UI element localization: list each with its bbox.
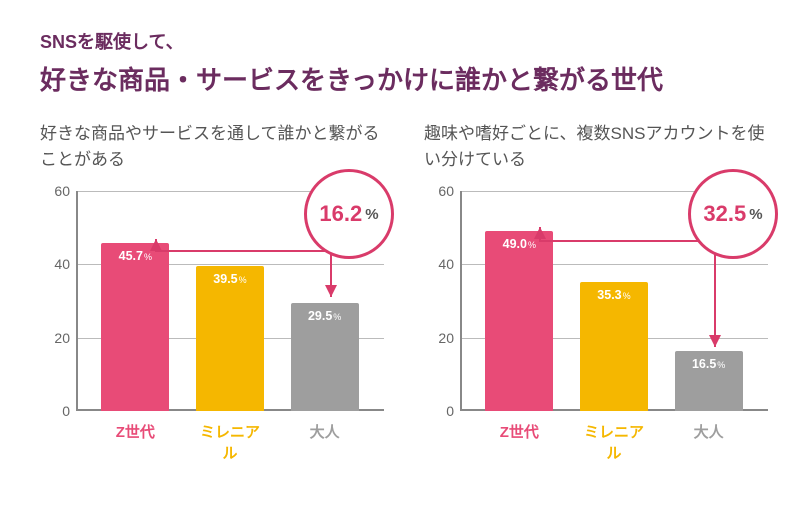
chart-area: 0204060 45.7%39.5%29.5% Z世代ミレニアル大人 16.2 … <box>40 191 384 441</box>
y-tick-label: 0 <box>424 403 454 419</box>
x-category-label: 大人 <box>673 415 745 441</box>
bar-value-label: 29.5% <box>291 309 359 323</box>
page-subtitle: SNSを駆使して、 <box>40 28 768 54</box>
chart-area: 0204060 49.0%35.3%16.5% Z世代ミレニアル大人 32.5 … <box>424 191 768 441</box>
callout-value: 16.2 <box>319 201 362 227</box>
callout-badge: 16.2 % <box>304 169 394 259</box>
x-category-label: Z世代 <box>483 415 555 441</box>
y-tick-label: 60 <box>424 183 454 199</box>
chart-caption: 好きな商品やサービスを通して誰かと繋がることがある <box>40 121 384 173</box>
callout-unit: % <box>365 206 378 223</box>
y-tick-label: 60 <box>40 183 70 199</box>
x-labels: Z世代ミレニアル大人 <box>460 415 768 441</box>
bar-value-label: 35.3% <box>580 288 648 302</box>
page-header: SNSを駆使して、 好きな商品・サービスをきっかけに誰かと繋がる世代 <box>40 28 768 97</box>
bar-rect: 16.5% <box>675 351 743 412</box>
bar-rect: 39.5% <box>196 266 264 411</box>
callout-value: 32.5 <box>703 201 746 227</box>
x-category-label: 大人 <box>289 415 361 441</box>
charts-row: 好きな商品やサービスを通して誰かと繋がることがある 0 20 40 60 45.7% 3… <box>40 121 768 441</box>
x-category-label: Z世代 <box>99 415 171 441</box>
chart-caption: 趣味や嗜好ごとに、複数SNSアカウントを使い分けている <box>424 121 768 173</box>
bar-value-label: 49.0% <box>485 237 553 251</box>
bar: 35.3% <box>578 282 650 411</box>
bar: 29.5% <box>289 303 361 411</box>
bar-rect: 29.5% <box>291 303 359 411</box>
bar: 16.5% <box>673 351 745 412</box>
y-tick-label: 0 <box>40 403 70 419</box>
bar: 45.7% <box>99 243 171 411</box>
bar-value-label: 45.7% <box>101 249 169 263</box>
bar-value-label: 39.5% <box>196 272 264 286</box>
bar-rect: 45.7% <box>101 243 169 411</box>
bar-rect: 49.0% <box>485 231 553 411</box>
callout-badge: 32.5 % <box>688 169 778 259</box>
bar: 39.5% <box>194 266 266 411</box>
x-category-label: ミレニアル <box>578 415 650 441</box>
page-title: 好きな商品・サービスをきっかけに誰かと繋がる世代 <box>40 60 768 97</box>
x-category-label: ミレニアル <box>194 415 266 441</box>
chart-panel-left: 好きな商品やサービスを通して誰かと繋がることがある 0 20 40 60 45.7% 3… <box>40 121 384 441</box>
x-labels: Z世代ミレニアル大人 <box>76 415 384 441</box>
y-tick-label: 40 <box>424 256 454 272</box>
callout-unit: % <box>749 206 762 223</box>
bar: 49.0% <box>483 231 555 411</box>
y-tick-label: 20 <box>40 330 70 346</box>
y-tick-label: 40 <box>40 256 70 272</box>
y-tick-label: 20 <box>424 330 454 346</box>
chart-panel-right: 趣味や嗜好ごとに、複数SNSアカウントを使い分けている 0 20 40 60 49.0… <box>424 121 768 441</box>
bar-value-label: 16.5% <box>675 357 743 371</box>
bar-rect: 35.3% <box>580 282 648 411</box>
